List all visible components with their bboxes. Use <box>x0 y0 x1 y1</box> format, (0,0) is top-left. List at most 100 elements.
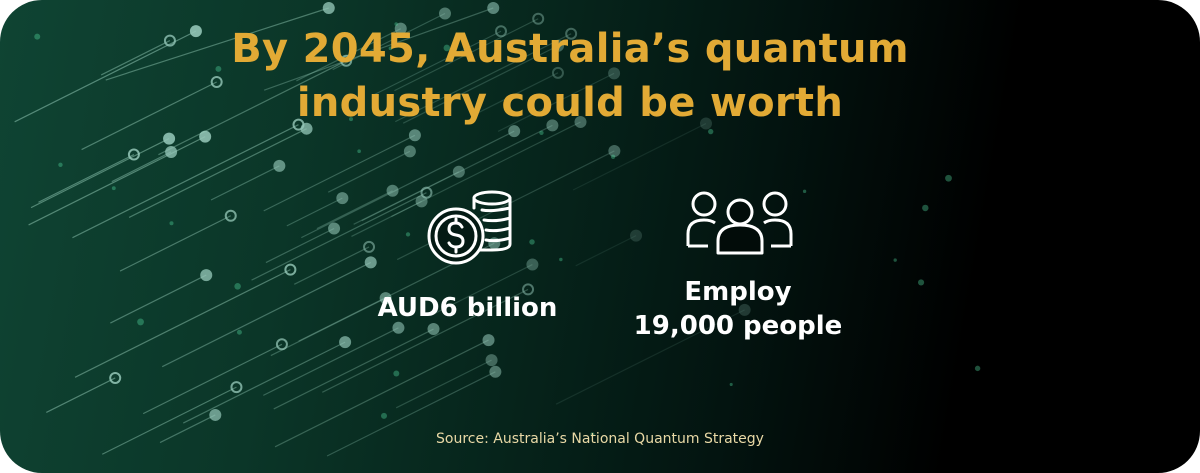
circuit-line <box>497 72 615 132</box>
glow-particle <box>610 154 616 159</box>
circuit-line <box>321 288 529 393</box>
circuit-line <box>159 414 216 444</box>
circuit-node <box>199 130 212 143</box>
circuit-line <box>111 151 172 183</box>
circuit-line <box>572 122 707 191</box>
circuit-node <box>565 27 578 40</box>
circuit-line <box>14 30 197 123</box>
circuit-node <box>340 54 353 67</box>
circuit-line <box>429 264 533 317</box>
circuit-line <box>182 341 346 424</box>
headline-line-2: industry could be worth <box>296 80 844 126</box>
glow-particle <box>539 130 544 135</box>
circuit-line <box>263 134 416 212</box>
circuit-node <box>165 145 178 158</box>
glow-particle <box>111 186 116 191</box>
circuit-line <box>128 128 307 218</box>
circuit-line <box>38 154 135 203</box>
glow-particle <box>58 162 63 167</box>
circuit-node <box>386 184 399 197</box>
circuit-node <box>489 365 502 378</box>
circuit-node <box>379 292 392 305</box>
headline-line-1: By 2045, Australia’s quantum <box>231 26 909 72</box>
circuit-node <box>403 145 416 158</box>
circuit-node <box>522 283 535 296</box>
circuit-node <box>339 336 352 349</box>
circuit-node <box>394 22 407 35</box>
circuit-line <box>81 81 217 151</box>
circuit-line <box>263 327 399 396</box>
circuit-line <box>391 121 581 218</box>
circuit-node <box>336 192 349 205</box>
circuit-node <box>189 25 202 38</box>
headline: By 2045, Australia’s quantum industry co… <box>170 22 970 130</box>
glow-particle <box>802 189 807 193</box>
circuit-line <box>161 261 371 368</box>
circuit-line <box>555 309 745 405</box>
glow-particle <box>974 365 981 372</box>
glow-particle <box>590 432 595 437</box>
circuit-line <box>251 192 427 281</box>
circuit-line <box>374 30 502 96</box>
circuit-node <box>224 209 237 222</box>
circuit-line <box>395 359 492 409</box>
circuit-node <box>485 354 498 367</box>
circuit-line <box>361 124 553 222</box>
circuit-node <box>508 125 521 138</box>
glow-particle <box>917 279 925 286</box>
glow-particle <box>443 44 451 52</box>
glow-particle <box>236 329 242 335</box>
circuit-node <box>452 165 465 178</box>
circuit-line <box>110 274 207 324</box>
circuit-line <box>273 328 434 410</box>
circuit-line <box>402 45 559 124</box>
glow-particle <box>393 370 400 377</box>
stat-employment: Employ 19,000 people <box>600 275 876 343</box>
circuit-node <box>109 371 122 384</box>
circuit-node <box>608 67 621 80</box>
circuit-line <box>296 28 402 82</box>
circuit-line <box>353 171 460 225</box>
circuit-node <box>127 148 140 161</box>
glow-particle <box>529 239 535 245</box>
stat-employment-line-1: Employ <box>684 277 792 307</box>
circuit-line <box>270 297 386 357</box>
circuit-line <box>265 227 335 264</box>
circuit-node <box>487 2 500 14</box>
circuit-line <box>101 386 237 455</box>
circuit-line <box>100 40 171 76</box>
circuit-line <box>142 343 283 415</box>
circuit-node <box>608 144 621 157</box>
circuit-node <box>210 76 223 89</box>
circuit-node <box>699 117 712 130</box>
glow-particle <box>349 117 354 122</box>
stat-employment-line-2: 19,000 people <box>633 311 843 341</box>
circuit-line <box>326 371 496 457</box>
circuit-node <box>209 408 222 421</box>
circuit-line <box>46 377 116 413</box>
circuit-line <box>316 190 393 230</box>
circuit-node <box>427 323 440 336</box>
circuit-node <box>200 269 213 282</box>
circuit-node <box>322 2 335 14</box>
glow-particle <box>945 174 952 182</box>
circuit-line <box>575 235 637 267</box>
glow-particle <box>34 33 41 40</box>
glow-particle <box>708 128 714 135</box>
glow-particle <box>394 22 398 26</box>
circuit-node <box>230 381 243 394</box>
source-note: Source: Australia’s National Quantum Str… <box>436 431 764 447</box>
circuit-node <box>546 119 559 132</box>
circuit-line <box>74 269 291 378</box>
circuit-node <box>300 122 313 135</box>
circuit-line <box>30 138 170 209</box>
circuit-line <box>119 215 232 272</box>
glow-particle <box>388 46 393 51</box>
circuit-node <box>328 222 341 235</box>
circuit-node <box>415 195 428 208</box>
people-group-icon <box>686 191 793 255</box>
circuit-line <box>28 136 206 226</box>
circuit-node <box>526 258 539 271</box>
circuit-line <box>293 246 370 285</box>
